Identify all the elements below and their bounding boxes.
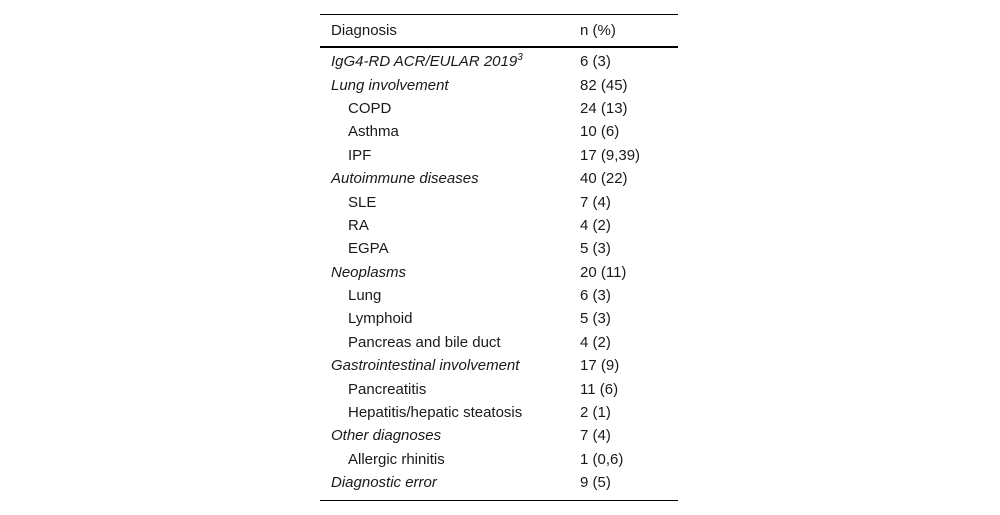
table-row: COPD 24 (13)	[320, 97, 678, 120]
column-header-diagnosis: Diagnosis	[331, 22, 397, 39]
diagnosis-cell: Other diagnoses	[331, 427, 442, 445]
table-row: Other diagnoses 7 (4)	[320, 424, 678, 447]
diagnosis-cell: COPD	[348, 99, 392, 117]
value-cell: 4 (2)	[580, 333, 611, 351]
value-cell: 82 (45)	[580, 76, 628, 94]
diagnosis-cell: Asthma	[348, 123, 399, 141]
table-body: IgG4-RD ACR/EULAR 20193 6 (3) Lung involve…	[320, 48, 678, 500]
table-row: Pancreas and bile duct 4 (2)	[320, 331, 678, 354]
diagnosis-cell: SLE	[348, 193, 377, 211]
column-header-n-percent: n (%)	[580, 22, 616, 39]
table-row: SLE 7 (4)	[320, 190, 678, 213]
value-cell: 17 (9)	[580, 357, 620, 375]
value-cell: 40 (22)	[580, 170, 628, 188]
table-row: Allergic rhinitis 1 (0,6)	[320, 448, 678, 471]
table-row: Hepatitis/hepatic steatosis 2 (1)	[320, 401, 678, 424]
value-cell: 7 (4)	[580, 427, 611, 445]
value-cell: 10 (6)	[580, 123, 620, 141]
diagnosis-cell: IgG4-RD ACR/EULAR 20193	[331, 52, 523, 71]
diagnosis-cell: RA	[348, 216, 369, 234]
reference-superscript: 3	[517, 52, 523, 64]
table-row: EGPA 5 (3)	[320, 237, 678, 260]
table-header-row: Diagnosis n (%)	[320, 15, 678, 48]
value-cell: 5 (3)	[580, 240, 611, 258]
diagnosis-cell: EGPA	[348, 240, 389, 258]
value-cell: 11 (6)	[580, 380, 619, 398]
value-cell: 9 (5)	[580, 474, 611, 492]
diagnosis-cell: Diagnostic error	[331, 474, 437, 492]
table-row: Neoplasms 20 (11)	[320, 261, 678, 284]
table-row: Pancreatitis 11 (6)	[320, 377, 678, 400]
value-cell: 2 (1)	[580, 404, 611, 422]
value-cell: 7 (4)	[580, 193, 611, 211]
diagnosis-cell: Gastrointestinal involvement	[331, 357, 520, 375]
table-row: IPF 17 (9,39)	[320, 144, 678, 167]
diagnosis-cell: Lymphoid	[348, 310, 413, 328]
value-cell: 24 (13)	[580, 99, 628, 117]
table-row: RA 4 (2)	[320, 214, 678, 237]
value-cell: 17 (9,39)	[580, 146, 641, 164]
diagnosis-cell: Neoplasms	[331, 263, 407, 281]
table-row: Gastrointestinal involvement 17 (9)	[320, 354, 678, 377]
diagnosis-cell: Autoimmune diseases	[331, 170, 479, 188]
diagnosis-cell: Lung involvement	[331, 76, 449, 94]
table-row: Asthma 10 (6)	[320, 120, 678, 143]
diagnosis-cell: Lung	[348, 287, 382, 305]
diagnosis-table: Diagnosis n (%) IgG4-RD ACR/EULAR 20193 6…	[320, 14, 678, 502]
diagnosis-cell: Pancreatitis	[348, 380, 427, 398]
table-row: Diagnostic error 9 (5)	[320, 471, 678, 494]
value-cell: 4 (2)	[580, 216, 611, 234]
diagnosis-cell: Hepatitis/hepatic steatosis	[348, 404, 523, 422]
value-cell: 20 (11)	[580, 263, 627, 281]
diagnosis-cell: Pancreas and bile duct	[348, 333, 501, 351]
value-cell: 1 (0,6)	[580, 450, 624, 468]
table-row: Autoimmune diseases 40 (22)	[320, 167, 678, 190]
table-row: Lung 6 (3)	[320, 284, 678, 307]
value-cell: 6 (3)	[580, 287, 611, 305]
diagnosis-cell: IPF	[348, 146, 372, 164]
value-cell: 5 (3)	[580, 310, 611, 328]
table-row: Lung involvement 82 (45)	[320, 73, 678, 96]
table-row: IgG4-RD ACR/EULAR 20193 6 (3)	[320, 50, 678, 73]
table-row: Lymphoid 5 (3)	[320, 307, 678, 330]
diagnosis-cell: Allergic rhinitis	[348, 450, 445, 468]
value-cell: 6 (3)	[580, 53, 611, 71]
